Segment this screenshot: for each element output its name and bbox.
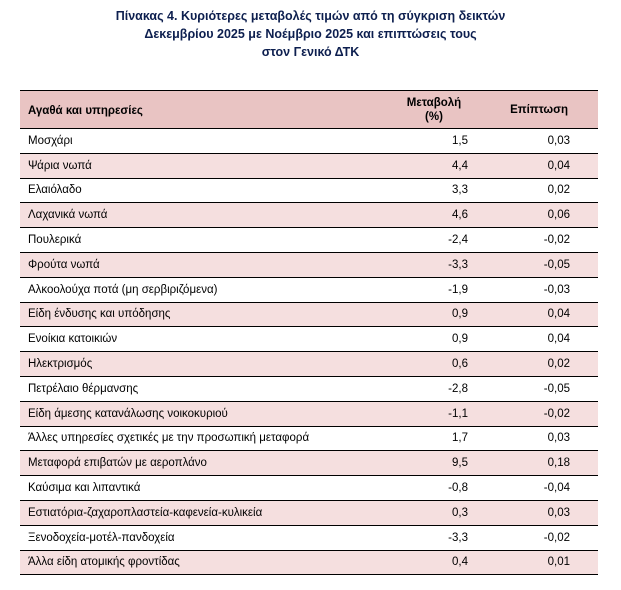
table-row: Πουλερικά -2,4 -0,02 bbox=[20, 227, 598, 253]
row-name: Ενοίκια κατοικιών bbox=[20, 326, 388, 353]
row-effect: -0,03 bbox=[480, 277, 598, 303]
row-name: Λαχανικά νωπά bbox=[20, 202, 388, 229]
row-effect: 0,04 bbox=[480, 302, 598, 328]
row-name: Είδη ένδυσης και υπόδησης bbox=[20, 302, 388, 328]
table-row: Εστιατόρια-ζαχαροπλαστεία-καφενεία-κυλικ… bbox=[20, 500, 598, 526]
row-name: Εστιατόρια-ζαχαροπλαστεία-καφενεία-κυλικ… bbox=[20, 500, 388, 526]
row-name: Ηλεκτρισμός bbox=[20, 351, 388, 377]
table-row: Καύσιμα και λιπαντικά -0,8 -0,04 bbox=[20, 475, 598, 501]
table-row: Μεταφορά επιβατών με αεροπλάνο 9,5 0,18 bbox=[20, 450, 598, 477]
table-row: Αλκοολούχα ποτά (μη σερβιριζόμενα) -1,9 -0… bbox=[20, 277, 598, 303]
price-changes-table: Αγαθά και υπηρεσίες Μεταβολή (%) Επίπτωσ… bbox=[20, 90, 598, 576]
header-change-label: Μεταβολή bbox=[406, 96, 462, 109]
row-name: Άλλα είδη ατομικής φροντίδας bbox=[20, 550, 388, 576]
row-name: Ελαιόλαδο bbox=[20, 178, 388, 204]
row-name: Είδη άμεσης κατανάλωσης νοικοκυριού bbox=[20, 401, 388, 427]
title-line-1: Πίνακας 4. Κυριότερες μεταβολές τιμών απ… bbox=[115, 9, 506, 23]
row-change: -2,4 bbox=[388, 227, 480, 253]
row-effect: 0,02 bbox=[480, 351, 598, 377]
row-change: 0,6 bbox=[388, 351, 480, 377]
row-effect: 0,18 bbox=[480, 450, 598, 477]
row-name: Αλκοολούχα ποτά (μη σερβιριζόμενα) bbox=[20, 277, 388, 303]
row-change: 0,3 bbox=[388, 500, 480, 526]
row-name: Ξενοδοχεία-μοτέλ-πανδοχεία bbox=[20, 525, 388, 551]
row-name: Φρούτα νωπά bbox=[20, 252, 388, 278]
table-row: Ενοίκια κατοικιών 0,9 0,04 bbox=[20, 326, 598, 353]
table-row: Ξενοδοχεία-μοτέλ-πανδοχεία -3,3 -0,02 bbox=[20, 525, 598, 551]
table-body: Μοσχάρι 1,5 0,03 Ψάρια νωπά 4,4 0,04 Ελαιόλαδο… bbox=[20, 128, 598, 576]
row-change: -2,8 bbox=[388, 376, 480, 402]
row-name: Ψάρια νωπά bbox=[20, 153, 388, 179]
row-effect: 0,04 bbox=[480, 326, 598, 353]
header-effect: Επίπτωση bbox=[480, 90, 598, 129]
header-change-unit: (%) bbox=[425, 110, 443, 123]
table-row: Λαχανικά νωπά 4,6 0,06 bbox=[20, 202, 598, 229]
row-effect: 0,03 bbox=[480, 500, 598, 526]
row-change: 9,5 bbox=[388, 450, 480, 477]
row-effect: -0,02 bbox=[480, 401, 598, 427]
row-effect: 0,03 bbox=[480, 128, 598, 154]
row-name: Πετρέλαιο θέρμανσης bbox=[20, 376, 388, 402]
row-effect: 0,01 bbox=[480, 550, 598, 576]
row-effect: -0,02 bbox=[480, 525, 598, 551]
table-row: Πετρέλαιο θέρμανσης -2,8 -0,05 bbox=[20, 376, 598, 402]
row-name: Καύσιμα και λιπαντικά bbox=[20, 475, 388, 501]
table-row: Άλλα είδη ατομικής φροντίδας 0,4 0,01 bbox=[20, 550, 598, 576]
row-change: -3,3 bbox=[388, 252, 480, 278]
row-name: Πουλερικά bbox=[20, 227, 388, 253]
table-row: Μοσχάρι 1,5 0,03 bbox=[20, 128, 598, 154]
table-row: Άλλες υπηρεσίες σχετικές με την προσωπικ… bbox=[20, 426, 598, 452]
row-change: 4,6 bbox=[388, 202, 480, 229]
row-change: 4,4 bbox=[388, 153, 480, 179]
row-change: -1,9 bbox=[388, 277, 480, 303]
row-effect: -0,02 bbox=[480, 227, 598, 253]
table-row: Ψάρια νωπά 4,4 0,04 bbox=[20, 153, 598, 179]
row-effect: 0,02 bbox=[480, 178, 598, 204]
row-effect: 0,03 bbox=[480, 426, 598, 452]
table-row: Είδη ένδυσης και υπόδησης 0,9 0,04 bbox=[20, 302, 598, 328]
table-row: Είδη άμεσης κατανάλωσης νοικοκυριού -1,1-… bbox=[20, 401, 598, 427]
row-change: 0,9 bbox=[388, 326, 480, 353]
table-title: Πίνακας 4. Κυριότερες μεταβολές τιμών απ… bbox=[0, 7, 621, 61]
row-effect: 0,06 bbox=[480, 202, 598, 229]
row-change: 0,4 bbox=[388, 550, 480, 576]
header-change: Μεταβολή (%) bbox=[388, 90, 480, 129]
row-name: Μεταφορά επιβατών με αεροπλάνο bbox=[20, 450, 388, 477]
title-line-2: Δεκεμβρίου 2025 με Νοέμβριο 2025 και επι… bbox=[144, 27, 477, 41]
table-row: Ελαιόλαδο 3,3 0,02 bbox=[20, 178, 598, 204]
row-effect: -0,05 bbox=[480, 252, 598, 278]
row-change: -1,1 bbox=[388, 401, 480, 427]
row-effect: -0,04 bbox=[480, 475, 598, 501]
row-change: 1,5 bbox=[388, 128, 480, 154]
table-header-row: Αγαθά και υπηρεσίες Μεταβολή (%) Επίπτωσ… bbox=[20, 90, 598, 129]
table-row: Ηλεκτρισμός 0,6 0,02 bbox=[20, 351, 598, 377]
header-goods: Αγαθά και υπηρεσίες bbox=[20, 90, 388, 129]
row-change: 0,9 bbox=[388, 302, 480, 328]
table-row: Φρούτα νωπά -3,3 -0,05 bbox=[20, 252, 598, 278]
row-name: Άλλες υπηρεσίες σχετικές με την προσωπικ… bbox=[20, 426, 388, 452]
row-name: Μοσχάρι bbox=[20, 128, 388, 154]
row-change: -0,8 bbox=[388, 475, 480, 501]
row-change: -3,3 bbox=[388, 525, 480, 551]
row-change: 3,3 bbox=[388, 178, 480, 204]
title-line-3: στον Γενικό ΔΤΚ bbox=[261, 45, 360, 59]
row-change: 1,7 bbox=[388, 426, 480, 452]
row-effect: 0,04 bbox=[480, 153, 598, 179]
row-effect: -0,05 bbox=[480, 376, 598, 402]
